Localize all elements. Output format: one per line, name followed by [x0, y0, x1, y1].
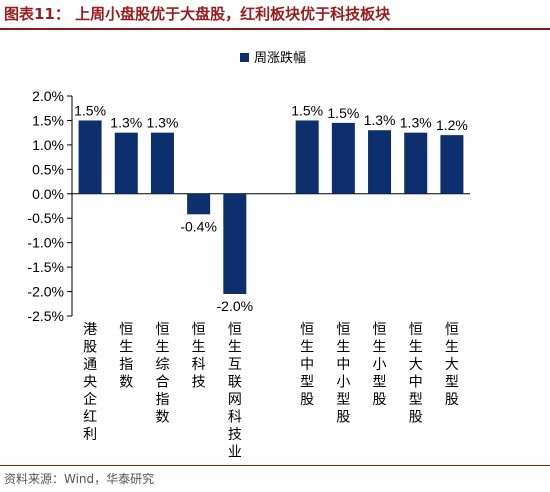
y-tick-label: 0.0%: [32, 186, 64, 202]
category-label: 港股通央企红利: [83, 322, 97, 443]
bar: [114, 132, 138, 194]
y-tick-label: -2.5%: [27, 308, 64, 324]
y-tick-label: 1.0%: [32, 137, 64, 153]
data-label: -0.4%: [180, 218, 217, 234]
bar: [78, 120, 102, 194]
title-rule: [0, 28, 550, 30]
category-label: 恒生综合指数: [155, 322, 169, 426]
data-label: 1.5%: [291, 102, 323, 118]
legend-label: 周涨跌幅: [254, 50, 306, 66]
bars: [78, 120, 464, 294]
category-label: 恒生指数: [119, 322, 133, 391]
data-label: 1.5%: [74, 102, 106, 118]
data-label: 1.3%: [364, 112, 396, 128]
category-label: 恒生小型股: [373, 322, 387, 408]
category-label: 恒生大型股: [445, 322, 459, 408]
bar: [368, 130, 392, 194]
category-label: 恒生互联网科技业: [228, 322, 242, 461]
data-label: 1.3%: [146, 115, 178, 131]
figure-title: 图表11： 上周小盘股优于大盘股，红利板块优于科技板块: [4, 5, 391, 23]
data-label: 1.2%: [436, 117, 468, 133]
data-label: 1.3%: [110, 115, 142, 131]
bar: [150, 132, 174, 194]
category-labels: 港股通央企红利 恒生指数 恒生综合指数 恒生科技 恒生互联网科技业 恒生中型股 恒生中小型股…: [83, 322, 459, 461]
bar: [404, 132, 428, 194]
data-labels: 1.5%1.3% 1.3%-0.4%-2.0%1.5% 1.5% 1.3% 1.3% 1.…: [74, 102, 468, 314]
y-tick-label: -2.0%: [27, 284, 64, 300]
source-note: 资料来源：Wind，华泰研究: [4, 472, 155, 486]
footer-rule: [0, 465, 550, 466]
bar: [223, 193, 247, 294]
y-tick-label: 1.5%: [32, 112, 64, 128]
data-label: 1.5%: [327, 105, 359, 121]
category-label: 恒生中型股: [300, 322, 314, 408]
y-axis: 2.0% 1.5% 1.0% 0.5% 0.0% -0.5% -1.0% -1.5% -2.0%…: [27, 88, 470, 324]
data-label: 1.3%: [400, 115, 432, 131]
category-label: 恒生科技: [192, 322, 206, 391]
legend: 周涨跌幅: [240, 50, 306, 66]
y-tick-label: -1.5%: [27, 259, 64, 275]
bar: [331, 122, 355, 194]
category-label: 恒生中小型股: [336, 322, 350, 426]
category-label: 恒生大中型股: [409, 322, 423, 426]
bar: [295, 120, 319, 194]
y-tick-label: 0.5%: [32, 161, 64, 177]
legend-swatch: [240, 53, 249, 62]
data-label: -2.0%: [217, 298, 254, 314]
bar: [440, 135, 464, 194]
bar: [187, 193, 211, 215]
y-tick-label: 2.0%: [32, 88, 64, 104]
y-tick-label: -1.0%: [27, 235, 64, 251]
y-tick-label: -0.5%: [27, 210, 64, 226]
